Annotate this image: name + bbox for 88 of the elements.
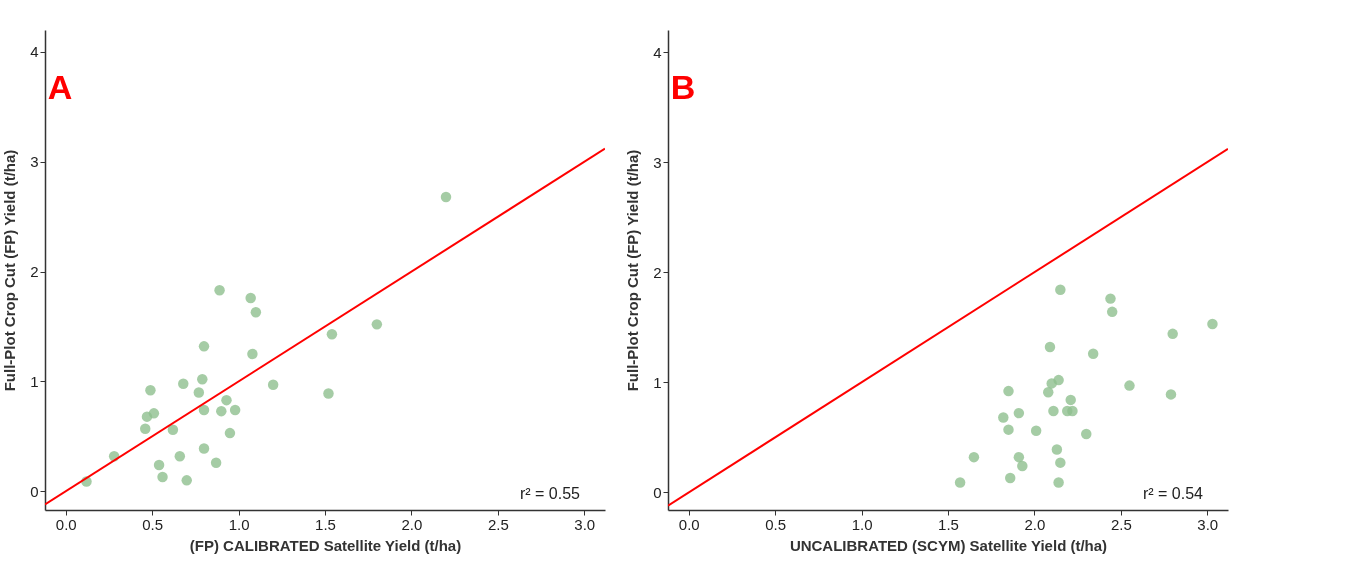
- point: [1048, 405, 1059, 417]
- x-tick-label: 3.0: [574, 515, 596, 533]
- point: [198, 443, 210, 454]
- point: [157, 471, 168, 483]
- point: [178, 378, 189, 389]
- point: [1124, 380, 1135, 391]
- x-tick-label: 2.5: [1110, 515, 1132, 533]
- x-tick-label: 1.5: [938, 515, 959, 533]
- point: [267, 379, 279, 391]
- point: [1043, 386, 1054, 398]
- point: [1106, 306, 1118, 318]
- y-tick-label: 1: [30, 372, 39, 390]
- point: [145, 385, 156, 396]
- y-tick-label: 3: [30, 153, 39, 171]
- y-tick-label: 0: [30, 482, 39, 500]
- point: [140, 423, 151, 434]
- point: [193, 387, 205, 398]
- point: [1053, 477, 1064, 488]
- point: [214, 285, 225, 296]
- x-tick-label: 1.0: [851, 515, 873, 533]
- point: [1067, 405, 1078, 417]
- point: [1017, 460, 1028, 472]
- point: [968, 451, 980, 463]
- point: [224, 427, 236, 439]
- y-tick-label: 4: [653, 43, 662, 61]
- point: [1055, 457, 1066, 468]
- point: [1004, 472, 1016, 484]
- point: [998, 412, 1009, 423]
- point: [440, 191, 452, 203]
- x-tick-label: 3.0: [1197, 515, 1219, 533]
- point: [229, 404, 241, 416]
- point: [371, 319, 383, 330]
- x-tick-label: 1.0: [228, 515, 250, 533]
- point: [1165, 389, 1177, 400]
- point: [1087, 348, 1099, 359]
- point: [216, 405, 227, 417]
- point: [1167, 328, 1178, 340]
- y-tick-label: 0: [653, 483, 662, 501]
- x-axis-title: (FP) CALIBRATED Satellite Yield (t/ha): [189, 536, 462, 554]
- x-tick-label: 2.5: [487, 515, 509, 533]
- point: [1003, 385, 1014, 397]
- y-tick-label: 2: [30, 263, 39, 281]
- point: [148, 408, 160, 419]
- point: [198, 341, 210, 352]
- x-tick-label: 2.0: [401, 515, 423, 533]
- point: [323, 388, 334, 399]
- point: [1030, 425, 1042, 436]
- x-tick-label: 0.0: [678, 515, 700, 533]
- point: [1105, 293, 1116, 304]
- point: [174, 450, 186, 462]
- point: [250, 307, 262, 318]
- point: [181, 475, 192, 486]
- x-tick-label: 0.5: [765, 515, 787, 533]
- point: [1207, 318, 1218, 330]
- point: [197, 374, 208, 385]
- point: [326, 329, 338, 340]
- point: [1051, 444, 1063, 455]
- point: [1081, 428, 1092, 440]
- text: B: [670, 68, 696, 106]
- x-tick-label: 0.0: [55, 515, 77, 533]
- y-axis-title: Full-Plot Crop Cut (FP) Yield (t/ha): [624, 149, 642, 392]
- point: [210, 457, 222, 468]
- point: [245, 292, 256, 304]
- y-tick-label: 3: [653, 153, 662, 171]
- point: [221, 394, 232, 406]
- y-tick-label: 4: [30, 43, 39, 61]
- point: [153, 459, 165, 471]
- point: [167, 424, 179, 436]
- text: A: [47, 68, 73, 106]
- y-axis-title: Full-Plot Crop Cut (FP) Yield (t/ha): [1, 149, 19, 392]
- x-tick-label: 1.5: [315, 515, 336, 533]
- x-tick-label: 0.5: [142, 515, 164, 533]
- point: [1003, 424, 1014, 435]
- point: [247, 348, 258, 360]
- point: [954, 477, 966, 488]
- point: [1065, 394, 1076, 406]
- point: [198, 404, 210, 416]
- point: [1055, 284, 1066, 296]
- x-tick-label: 2.0: [1024, 515, 1046, 533]
- annotation: r² = 0.54: [1142, 485, 1204, 502]
- point: [1013, 451, 1025, 463]
- y-tick-label: 1: [653, 373, 662, 391]
- point: [1053, 374, 1064, 386]
- y-tick-label: 2: [653, 263, 662, 281]
- annotation: r² = 0.55: [519, 485, 581, 502]
- x-axis-title: UNCALIBRATED (SCYM) Satellite Yield (t/ha): [789, 536, 1108, 554]
- point: [1044, 341, 1056, 353]
- point: [1013, 407, 1025, 419]
